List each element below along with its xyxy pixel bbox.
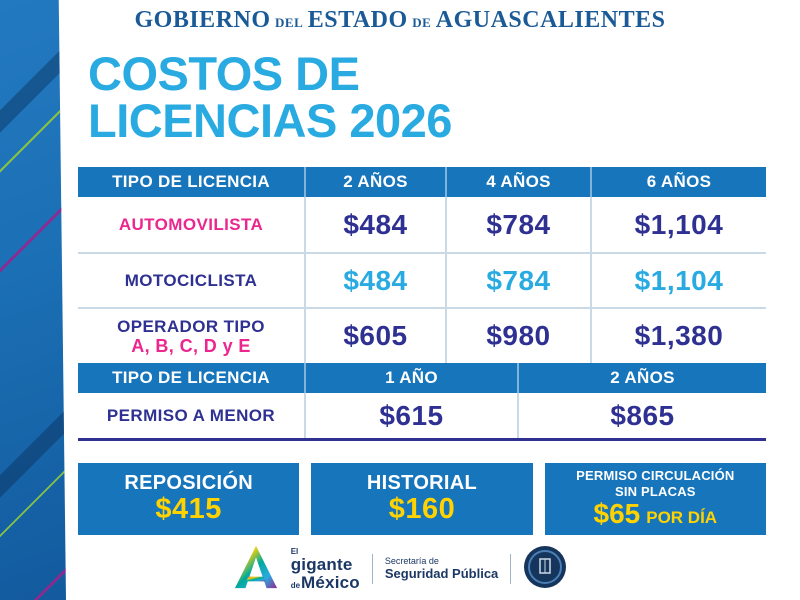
table2-header-tipo: TIPO DE LICENCIA [112, 368, 270, 387]
table2-header-2anos: 2 AÑOS [517, 363, 766, 393]
footer-divider [371, 554, 373, 584]
brand-el: El [290, 546, 299, 556]
table-row: MOTOCICLISTA $484 $784 $1,104 [78, 252, 766, 307]
seguridad-publica-seal-icon [523, 545, 567, 594]
fee-boxes: REPOSICIÓN $415 HISTORIAL $160 PERMISO C… [78, 463, 766, 535]
price-value: $615 [379, 399, 444, 431]
price-value: $605 [343, 320, 408, 351]
license-type-sublabel: A, B, C, D y E [131, 335, 251, 356]
license-price-table: TIPO DE LICENCIA 2 AÑOS 4 AÑOS 6 AÑOS AU… [78, 167, 766, 441]
price-value: $784 [486, 264, 551, 296]
gov-header-word: DEL [275, 15, 304, 30]
fee-label-line1: PERMISO CIRCULACIÓN [576, 468, 735, 483]
fee-price: $65 [593, 498, 641, 530]
license-type-label: PERMISO A MENOR [106, 405, 276, 425]
gov-header-word: AGUASCALIENTES [435, 7, 666, 33]
decorative-side-band [0, 0, 66, 600]
table2-header-1ano: 1 AÑO [304, 363, 517, 393]
fee-label: REPOSICIÓN [124, 472, 253, 495]
table2-header-row: TIPO DE LICENCIA 1 AÑO 2 AÑOS [78, 363, 766, 393]
license-type-label: MOTOCICLISTA [124, 270, 258, 290]
gigante-mexico-logo-icon [233, 544, 279, 595]
table1-header-row: TIPO DE LICENCIA 2 AÑOS 4 AÑOS 6 AÑOS [78, 167, 766, 197]
page-title-line2: LICENCIAS 2026 [88, 94, 452, 147]
table-row: PERMISO A MENOR $615 $865 [78, 393, 766, 441]
fee-price-suffix: POR DÍA [646, 508, 718, 528]
footer: El gigante de México Secretaría de Segur… [0, 545, 800, 593]
price-value: $1,104 [634, 208, 724, 240]
table1-header-2anos: 2 AÑOS [304, 167, 445, 197]
gov-header-word: DE [412, 15, 432, 30]
license-type-label: OPERADOR TIPO [117, 316, 265, 336]
fee-box-permiso-circulacion: PERMISO CIRCULACIÓN SIN PLACAS $65 POR D… [544, 463, 766, 535]
secretaria-line2: Seguridad Pública [384, 565, 499, 581]
brand-de: de [290, 580, 301, 590]
fee-box-historial: HISTORIAL $160 [311, 463, 533, 535]
brand-gigante: gigante [290, 554, 353, 574]
table1-header-6anos: 6 AÑOS [590, 167, 766, 197]
gov-header-word: ESTADO [307, 7, 408, 33]
fee-box-reposicion: REPOSICIÓN $415 [78, 463, 300, 535]
price-value: $980 [486, 320, 551, 351]
table-row: OPERADOR TIPO A, B, C, D y E $605 $980 $… [78, 307, 766, 363]
price-value: $1,380 [634, 320, 724, 351]
secretaria-line1: Secretaría de [384, 556, 439, 567]
secretaria-seguridad-publica-label: Secretaría de Seguridad Pública [385, 556, 498, 581]
page-title: COSTOS DE LICENCIAS 2026 [88, 50, 452, 144]
license-type-label: AUTOMOVILISTA [118, 214, 264, 234]
price-value: $484 [343, 208, 408, 240]
fee-label-line2: SIN PLACAS [614, 483, 696, 499]
fee-price: $160 [388, 493, 456, 526]
government-header: GOBIERNO DEL ESTADO DE AGUASCALIENTES [0, 7, 800, 34]
fee-label: HISTORIAL [366, 472, 478, 495]
footer-divider [510, 554, 512, 584]
fee-price: $415 [155, 493, 222, 526]
gov-header-word: GOBIERNO [134, 7, 271, 33]
table-row: AUTOMOVILISTA $484 $784 $1,104 [78, 197, 766, 252]
price-value: $784 [486, 208, 551, 240]
table1-header-tipo: TIPO DE LICENCIA [112, 172, 270, 191]
page-title-line1: COSTOS DE [88, 47, 360, 100]
price-value: $865 [610, 399, 675, 431]
gigante-mexico-wordmark: El gigante de México [290, 546, 360, 592]
table1-header-4anos: 4 AÑOS [445, 167, 590, 197]
brand-mexico: México [301, 572, 360, 592]
price-value: $484 [343, 264, 408, 296]
price-value: $1,104 [634, 264, 724, 296]
